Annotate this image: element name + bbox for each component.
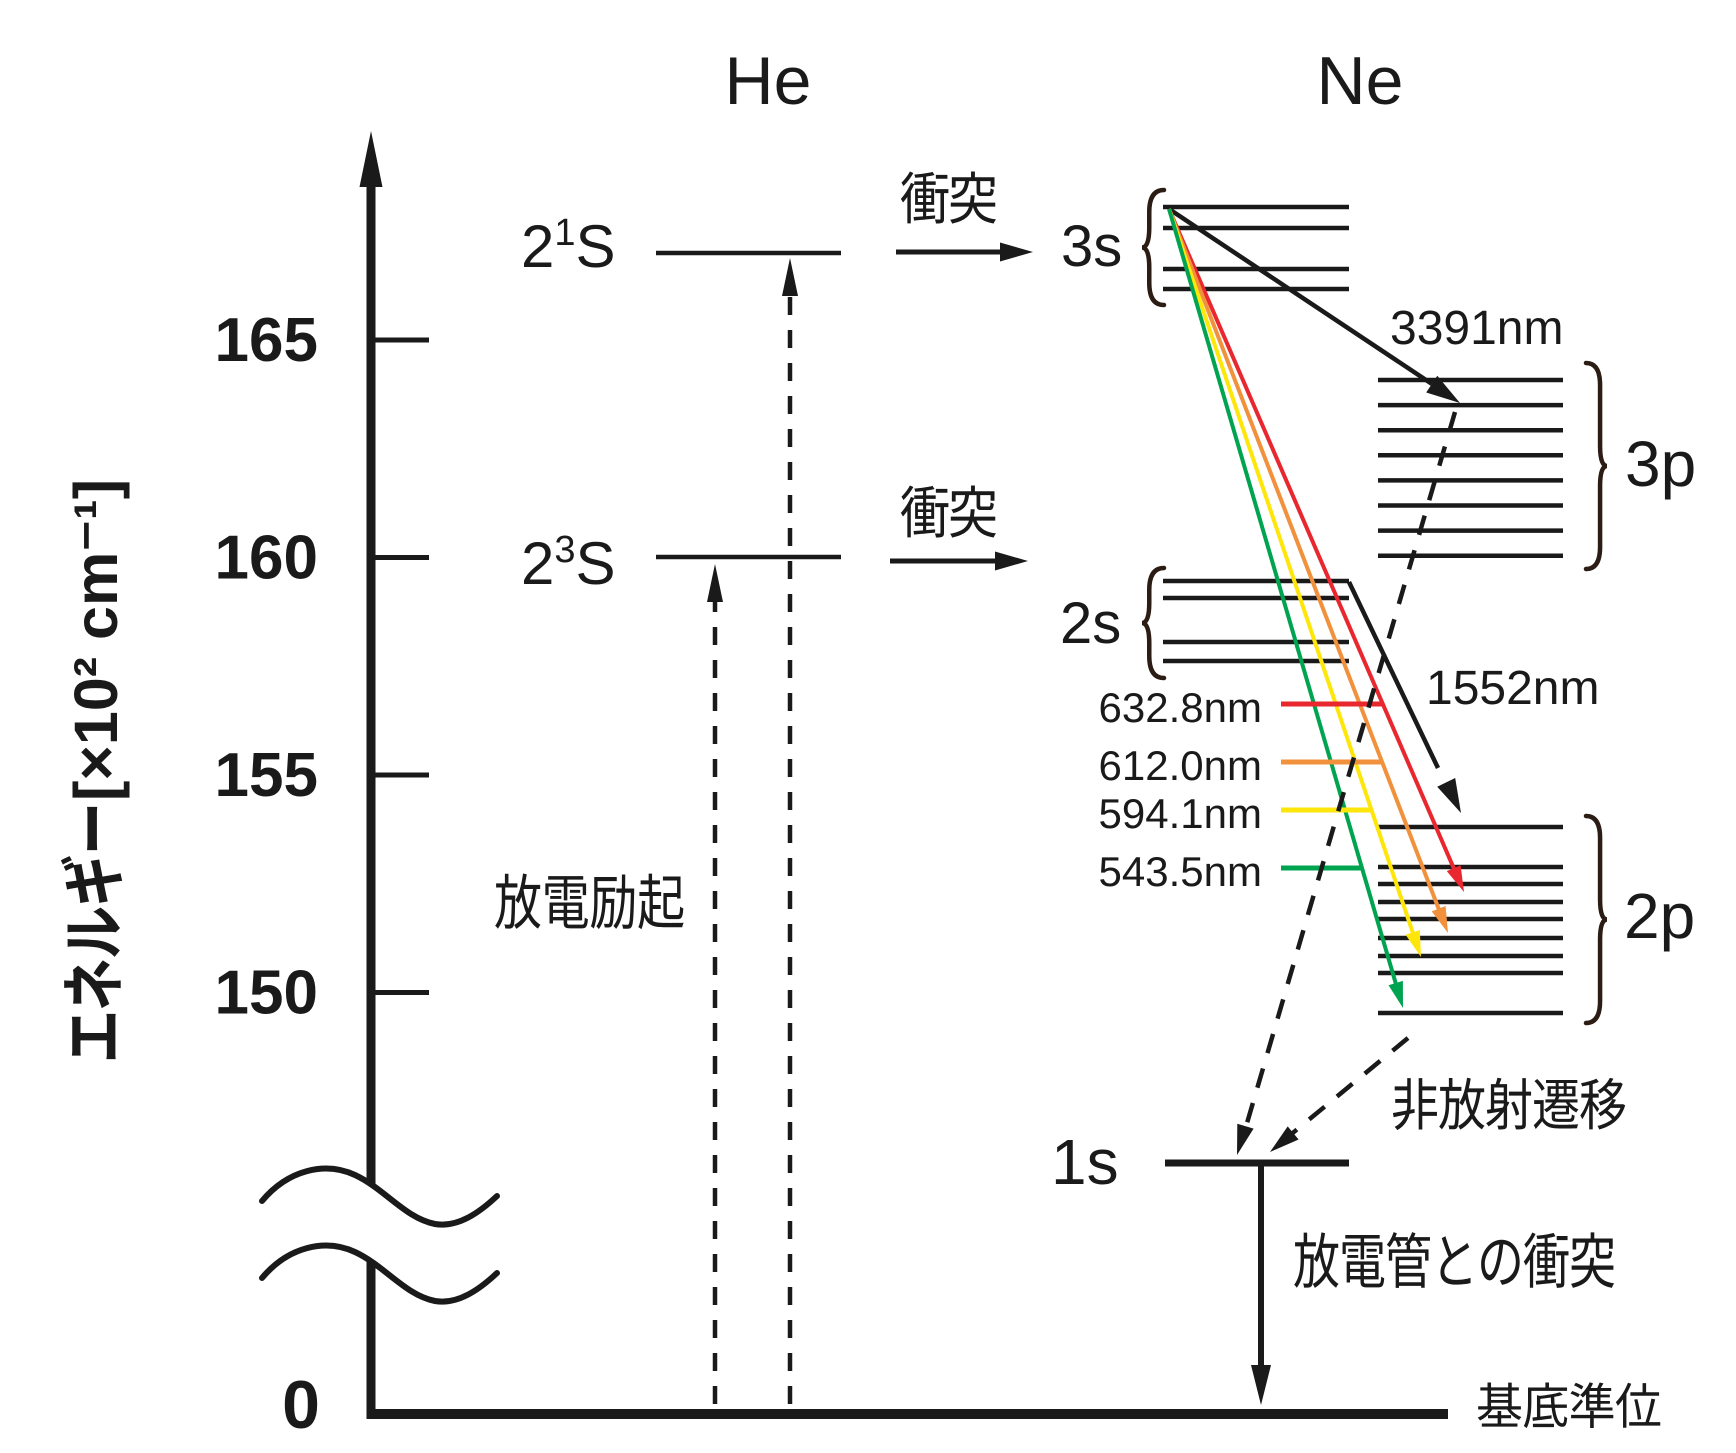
svg-text:Ne: Ne: [1317, 43, 1404, 119]
svg-text:632.8nm: 632.8nm: [1099, 684, 1262, 731]
svg-text:1552nm: 1552nm: [1426, 662, 1599, 715]
svg-text:594.1nm: 594.1nm: [1099, 790, 1262, 837]
svg-text:160: 160: [215, 524, 318, 593]
svg-text:23S: 23S: [521, 529, 616, 597]
svg-text:543.5nm: 543.5nm: [1099, 848, 1262, 895]
svg-text:155: 155: [215, 741, 318, 810]
svg-text:2p: 2p: [1624, 880, 1695, 952]
svg-text:3s: 3s: [1061, 214, 1122, 279]
svg-text:He: He: [725, 43, 812, 119]
svg-text:1s: 1s: [1051, 1126, 1119, 1198]
svg-text:0: 0: [282, 1367, 320, 1443]
svg-text:165: 165: [215, 306, 318, 375]
svg-text:150: 150: [215, 959, 318, 1028]
svg-text:612.0nm: 612.0nm: [1099, 742, 1262, 789]
svg-text:2s: 2s: [1060, 591, 1121, 656]
svg-text:[×10² cm⁻¹]: [×10² cm⁻¹]: [62, 479, 130, 801]
svg-text:3391nm: 3391nm: [1390, 302, 1563, 355]
svg-text:3p: 3p: [1625, 428, 1696, 500]
